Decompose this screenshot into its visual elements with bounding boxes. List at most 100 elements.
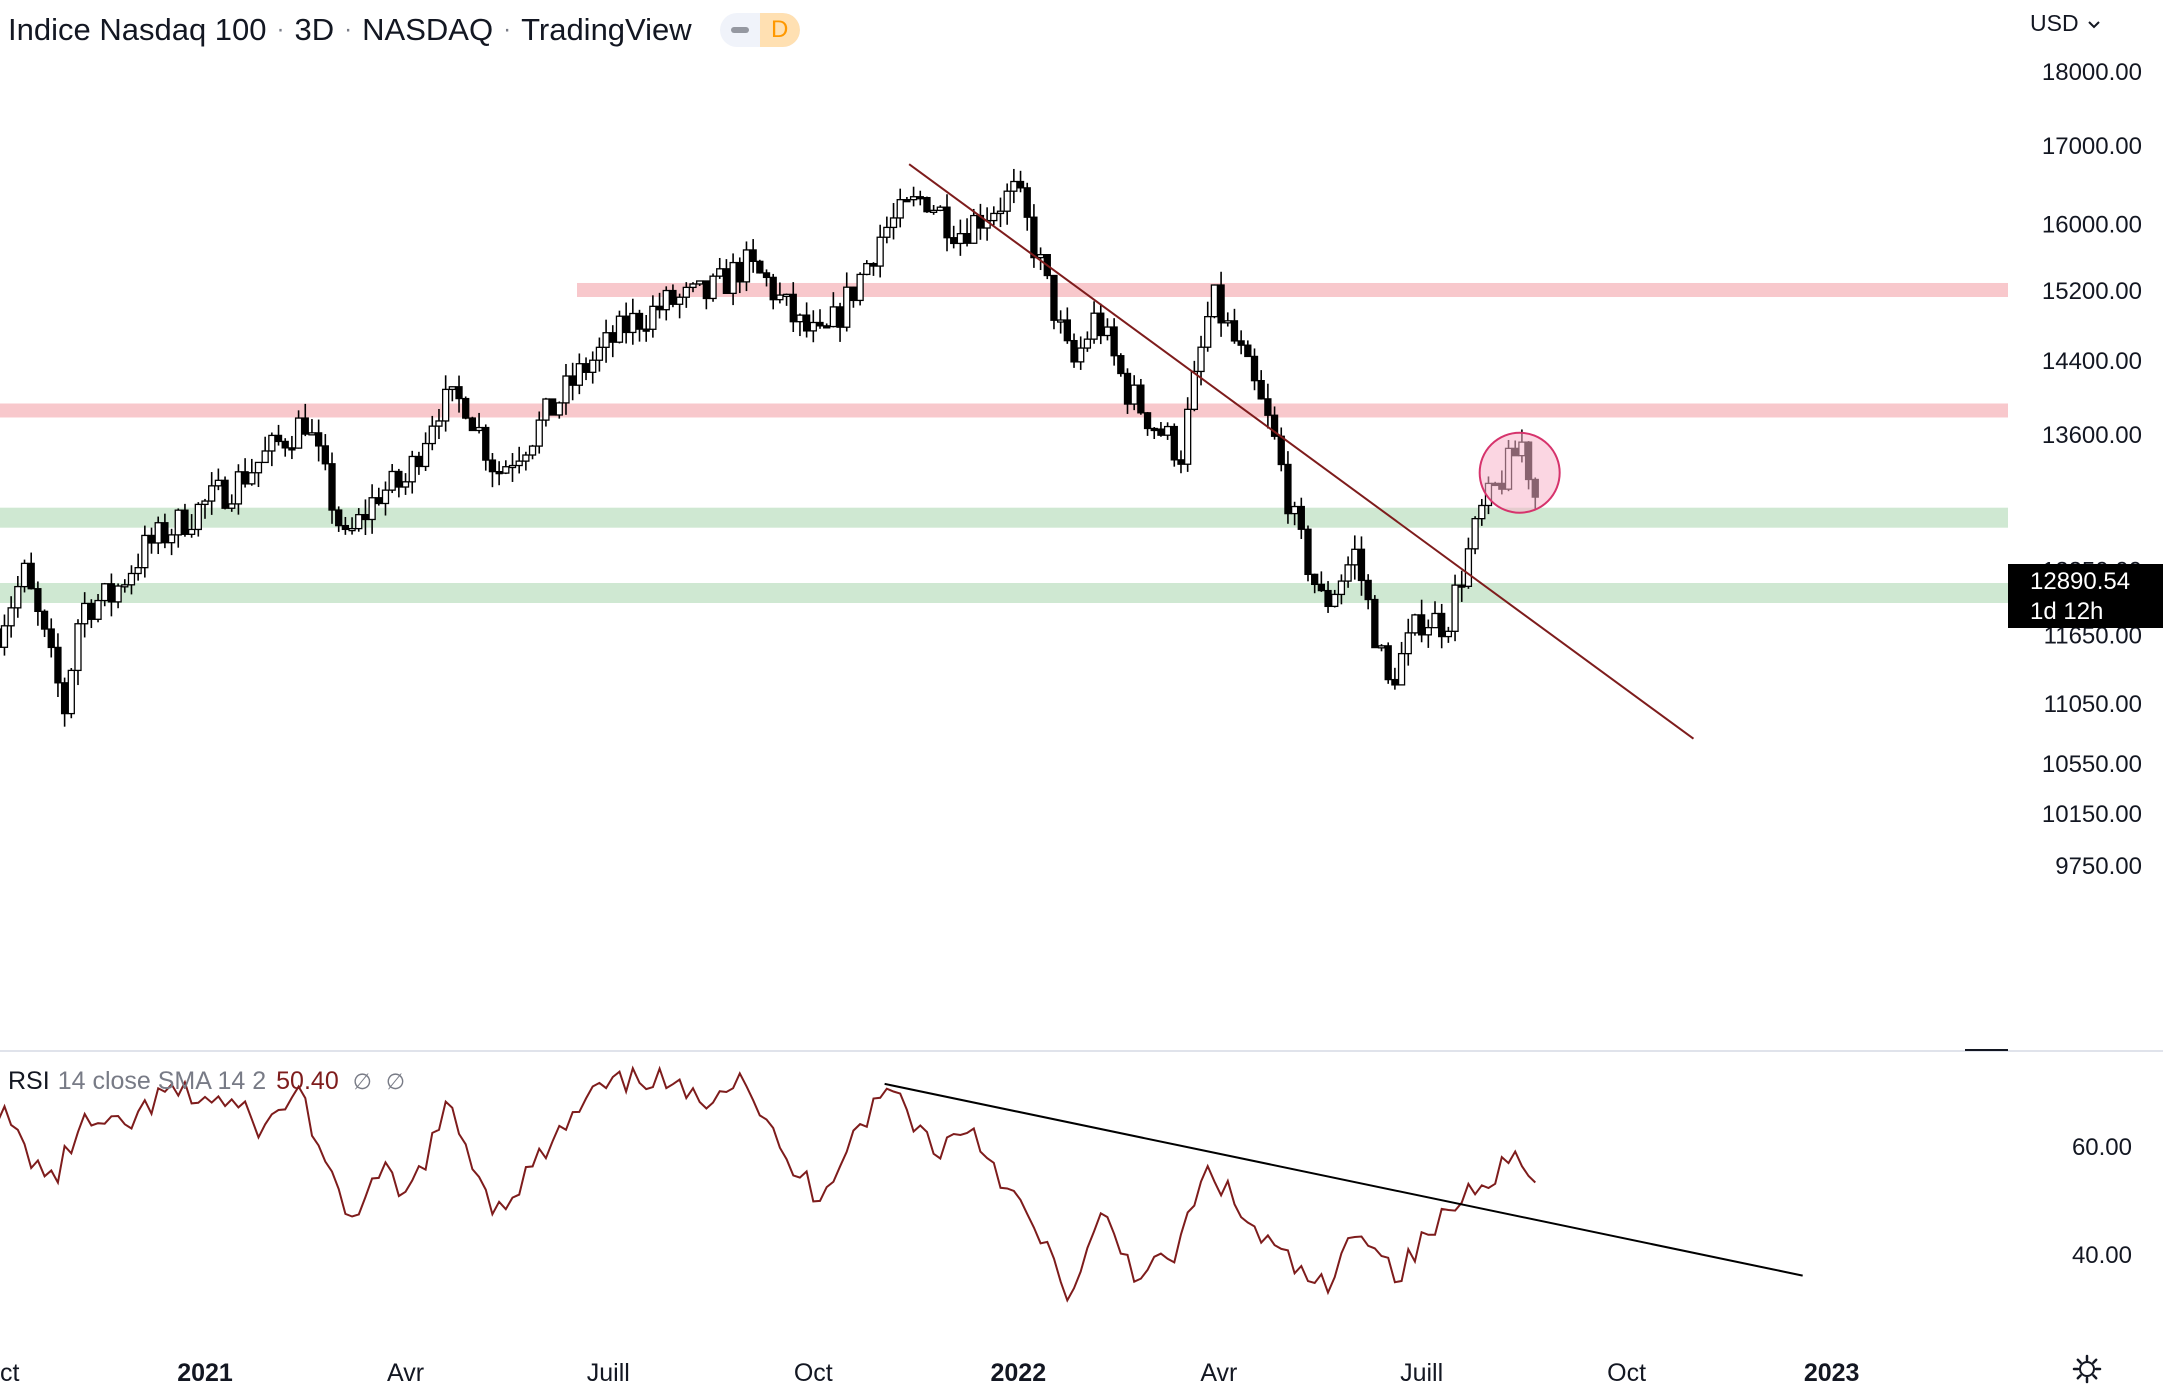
candle-body — [649, 305, 657, 330]
price-trendline — [908, 163, 1695, 740]
source-label: TradingView — [521, 12, 692, 47]
candle-body — [294, 417, 303, 449]
candle-body — [1170, 425, 1178, 461]
candle-body — [134, 567, 142, 575]
candle-body — [0, 628, 2, 648]
candle-body — [802, 314, 811, 332]
candle-body — [1210, 284, 1219, 318]
candle-body — [27, 562, 35, 590]
candle-body — [729, 261, 737, 295]
support-zone — [0, 507, 2008, 528]
candle-body — [495, 470, 503, 475]
candle-body — [74, 623, 82, 672]
candle-body — [1270, 414, 1279, 437]
candle-body — [1016, 180, 1025, 189]
candle-body — [589, 359, 597, 373]
exchange-label: NASDAQ — [362, 12, 494, 47]
price-axis-label: 10550.00 — [2042, 751, 2142, 778]
highlight-circle — [1478, 431, 1561, 514]
candle-body — [1317, 583, 1326, 592]
price-axis-label: 14400.00 — [2042, 348, 2142, 375]
candle-body — [214, 479, 223, 487]
candle-body — [1471, 518, 1479, 550]
candle-body — [749, 249, 757, 262]
settings-gear-icon[interactable] — [2072, 1354, 2102, 1384]
candle-body — [923, 196, 931, 213]
candle-body — [736, 261, 744, 283]
candle-body — [869, 262, 878, 267]
candle-body — [889, 217, 898, 229]
candle-body — [929, 209, 938, 213]
candle-body — [1431, 612, 1439, 629]
candle-body — [468, 417, 477, 432]
candle-body — [535, 419, 543, 447]
candle-body — [843, 286, 851, 328]
candle-body — [1224, 320, 1232, 324]
candle-body — [1143, 412, 1152, 430]
support-zone — [0, 582, 2008, 603]
candle-body — [809, 321, 817, 332]
candle-body — [1184, 408, 1192, 465]
price-axis-label: 18000.00 — [2042, 59, 2142, 86]
candle-body — [14, 585, 22, 609]
minus-icon — [720, 13, 760, 47]
candle-body — [756, 260, 764, 274]
candle-body — [221, 479, 229, 509]
candle-body — [642, 328, 650, 332]
candle-body — [1163, 425, 1172, 436]
currency-selector[interactable]: USD — [2030, 10, 2101, 37]
symbol-name[interactable]: Indice Nasdaq 100 — [8, 12, 267, 47]
candle-body — [1297, 505, 1305, 530]
candle-body — [1444, 630, 1453, 638]
candle-body — [81, 602, 89, 625]
candle-body — [147, 534, 156, 544]
candle-body — [662, 289, 670, 311]
candle-body — [1384, 645, 1392, 681]
candle-body — [375, 497, 383, 505]
candle-body — [101, 583, 109, 602]
market-status-badge[interactable]: D — [719, 13, 800, 47]
candle-body — [823, 325, 831, 329]
candle-body — [1036, 254, 1045, 259]
candle-body — [167, 534, 176, 544]
rsi-name[interactable]: RSI — [8, 1067, 50, 1095]
candle-body — [1050, 274, 1058, 321]
time-axis-label: 2023 — [1804, 1359, 1860, 1387]
time-axis-label: Oct — [1607, 1359, 1646, 1387]
candle-body — [1391, 678, 1399, 686]
candle-body — [1397, 652, 1406, 686]
candle-body — [1010, 180, 1018, 192]
last-price-label: 12890.54 1d 12h — [2008, 564, 2163, 628]
candle-body — [1290, 505, 1299, 515]
candle-body — [622, 315, 630, 334]
interval-label[interactable]: 3D — [294, 12, 335, 47]
rsi-trendline — [884, 1082, 1803, 1277]
candle-body — [34, 588, 42, 613]
candle-body — [421, 442, 430, 468]
candle-body — [428, 425, 436, 445]
candle-body — [482, 426, 490, 461]
candle-body — [1324, 589, 1332, 608]
candle-body — [1357, 548, 1366, 582]
candle-body — [7, 607, 15, 627]
candle-body — [301, 417, 309, 435]
candle-body — [782, 293, 791, 298]
candle-body — [996, 210, 1005, 215]
candle-body — [689, 283, 697, 289]
candle-body — [1364, 579, 1372, 601]
candle-body — [909, 196, 918, 201]
candle-body — [1371, 598, 1379, 649]
candle-body — [1237, 340, 1245, 346]
candle-body — [1003, 190, 1011, 212]
candle-body — [682, 286, 690, 298]
candle-body — [528, 445, 537, 456]
price-axis-label: 10150.00 — [2042, 801, 2142, 828]
candle-body — [1070, 339, 1078, 363]
candle-body — [943, 206, 951, 239]
candle-body — [87, 602, 96, 620]
candle-body — [1377, 645, 1386, 649]
candle-body — [40, 610, 49, 630]
candle-body — [1411, 614, 1419, 634]
price-axis-label: 15200.00 — [2042, 278, 2142, 305]
